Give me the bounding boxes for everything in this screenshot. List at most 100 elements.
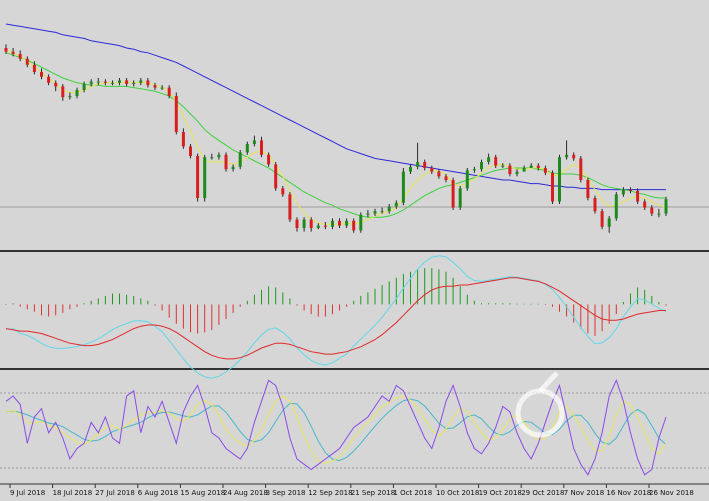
x-tick-label: 24 Aug 2018 (223, 489, 268, 497)
candle-body (103, 81, 107, 83)
candle-body (629, 189, 632, 191)
candle-body (196, 156, 200, 198)
candle-body (331, 220, 334, 227)
candle-body (607, 218, 611, 227)
candle-body (444, 176, 448, 180)
candle-body (664, 199, 668, 214)
candle-body (47, 76, 51, 83)
candle-body (274, 164, 278, 189)
x-tick-label: 21 Sep 2018 (351, 489, 395, 497)
candle-body (260, 140, 263, 155)
candle-body (181, 132, 185, 147)
candle-body (118, 80, 121, 83)
candle-body (281, 188, 285, 195)
candle-body (252, 140, 256, 144)
candle-body (586, 180, 590, 198)
ma-yellow-line (5, 49, 667, 225)
candle-body (111, 82, 114, 84)
candle-body (401, 171, 405, 203)
candle-body (394, 202, 398, 207)
candle-body (614, 194, 618, 219)
candle-body (323, 225, 327, 227)
macd-histogram (5, 268, 667, 336)
moving-average-lines (5, 23, 667, 225)
candle-body (650, 207, 654, 214)
candle-body (231, 166, 235, 170)
stoch-k-line (5, 378, 667, 476)
x-tick-label: 6 Aug 2018 (138, 489, 178, 497)
candle-body (316, 225, 320, 228)
candle-body (373, 211, 377, 214)
candle-body (621, 189, 625, 195)
candle-body (472, 169, 476, 171)
candle-body (451, 180, 455, 208)
candle-body (89, 81, 93, 84)
candle-body (68, 96, 72, 98)
candle-body (54, 82, 58, 87)
candle-body (11, 51, 15, 54)
ma-green-line (5, 52, 666, 218)
candle-body (224, 154, 228, 170)
candle-body (125, 80, 129, 84)
candle-body (430, 168, 434, 172)
x-tick-label: 26 Nov 2018 (649, 489, 694, 497)
candle-body (579, 158, 583, 180)
stoch-slow-line (5, 398, 667, 462)
candle-body (238, 152, 242, 167)
candle-body (480, 162, 483, 170)
candle-body (245, 144, 249, 153)
candle-body (366, 213, 370, 215)
candle-body (508, 165, 512, 174)
x-tick-label: 18 Jul 2018 (53, 489, 93, 497)
macd-main-line (5, 255, 667, 379)
x-tick-label: 27 Jul 2018 (95, 489, 135, 497)
candle-body (458, 188, 462, 208)
candle-body (487, 157, 491, 162)
candle-body (96, 81, 100, 83)
candle-body (217, 154, 221, 158)
macd-lines (5, 255, 667, 379)
watermark-ring-notch (538, 371, 559, 393)
watermark-logo (515, 371, 565, 438)
candle-body (174, 96, 178, 132)
x-tick-label: 10 Oct 2018 (436, 489, 479, 497)
candle-body (167, 87, 171, 96)
candle-body (75, 90, 79, 96)
candlestick-series (4, 44, 668, 233)
candle-body (636, 190, 640, 202)
x-tick-label: 19 Oct 2018 (479, 489, 522, 497)
candle-body (61, 86, 65, 98)
x-axis: 9 Jul 2018 18 Jul 2018 27 Jul 2018 6 Aug 20… (9, 484, 694, 497)
candle-body (139, 80, 143, 83)
candle-body (203, 157, 207, 198)
watermark-ring (515, 388, 565, 438)
x-tick-label: 1 Oct 2018 (393, 489, 432, 497)
x-tick-label: 7 Nov 2018 (564, 489, 604, 497)
stoch-d-line (5, 395, 667, 464)
candle-body (501, 165, 505, 167)
candle-body (565, 154, 569, 158)
candle-body (359, 214, 363, 231)
candle-body (558, 157, 561, 202)
candle-body (189, 146, 192, 156)
candle-body (380, 211, 384, 213)
candle-body (4, 48, 8, 52)
x-tick-label: 16 Nov 2018 (606, 489, 651, 497)
candle-body (210, 157, 214, 159)
candle-body (643, 201, 647, 208)
candle-body (572, 154, 576, 159)
candle-body (465, 170, 469, 189)
candle-body (345, 220, 349, 226)
x-tick-label: 3 Sep 2018 (266, 489, 306, 497)
ma-blue-line (5, 23, 666, 191)
candle-body (593, 198, 597, 212)
candle-body (32, 64, 36, 72)
candle-body (543, 168, 547, 173)
candle-body (309, 219, 313, 228)
candle-body (387, 206, 391, 212)
macd-signal-line (5, 277, 666, 360)
candle-body (409, 166, 412, 172)
x-tick-label: 15 Aug 2018 (180, 489, 225, 497)
candle-body (423, 162, 427, 168)
candle-body (352, 220, 356, 231)
